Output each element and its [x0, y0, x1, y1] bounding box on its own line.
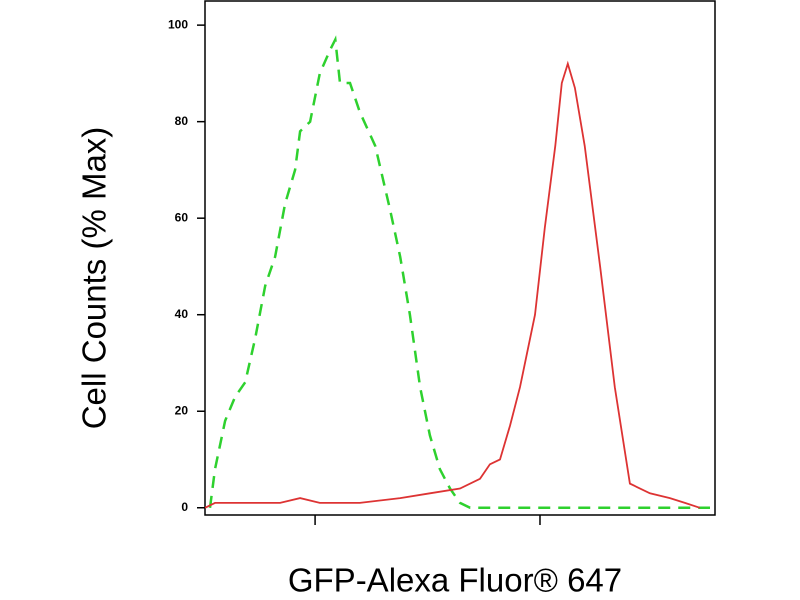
x-axis-label: GFP-Alexa Fluor® 647 — [288, 562, 622, 599]
series-line — [204, 60, 701, 509]
y-tick-label: 80 — [175, 114, 189, 128]
y-axis-label: Cell Counts (% Max) — [76, 127, 113, 430]
y-tick-label: 100 — [168, 17, 188, 31]
y-tick-label: 20 — [175, 403, 189, 417]
y-tick-label: 60 — [175, 210, 189, 224]
plot-frame — [204, 0, 716, 516]
series-line — [208, 35, 710, 510]
y-tick-label: 40 — [175, 307, 189, 321]
y-tick-label: 0 — [181, 500, 188, 514]
